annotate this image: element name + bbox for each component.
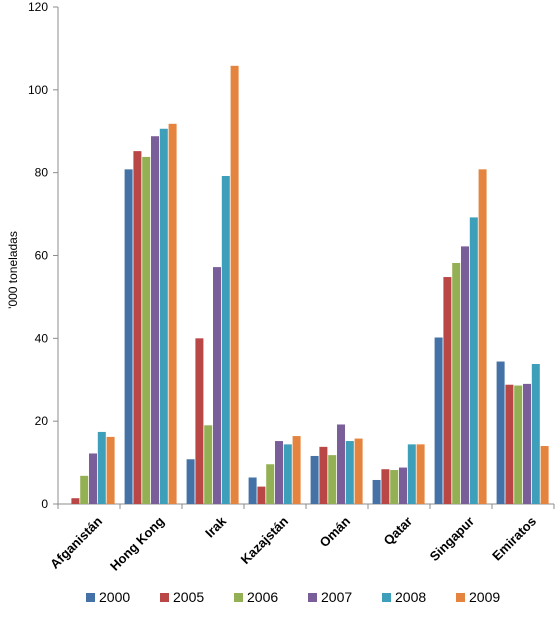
bar xyxy=(142,156,151,504)
legend-swatch xyxy=(234,593,243,602)
bar xyxy=(345,441,354,504)
bar xyxy=(381,469,390,504)
legend-label: 2005 xyxy=(173,589,204,605)
bar xyxy=(416,444,425,504)
bar xyxy=(328,455,337,504)
bar xyxy=(71,498,80,504)
bar xyxy=(310,455,319,504)
x-category-label: Qatar xyxy=(380,514,415,549)
x-category-label: Emiratos xyxy=(489,514,539,564)
bar xyxy=(523,383,531,504)
bar xyxy=(159,128,168,504)
bar xyxy=(390,470,399,504)
bar xyxy=(213,267,221,504)
bar xyxy=(407,444,416,504)
bar xyxy=(186,459,195,504)
bar xyxy=(204,425,213,504)
y-tick-label: 80 xyxy=(35,166,49,180)
y-tick-label: 60 xyxy=(35,249,49,263)
bar xyxy=(275,441,283,504)
chart-bars xyxy=(71,65,549,505)
bar xyxy=(106,436,115,504)
bar xyxy=(195,338,204,504)
bar xyxy=(399,467,407,504)
bar xyxy=(230,65,239,504)
bar xyxy=(283,444,292,504)
y-tick-label: 20 xyxy=(35,414,49,428)
y-tick-label: 40 xyxy=(35,331,49,345)
y-axis-label: '000 toneladas xyxy=(6,231,20,309)
legend-label: 2008 xyxy=(395,589,426,605)
y-axis-ticks: 0 20 40 60 80 100 120 xyxy=(28,0,58,511)
bar xyxy=(496,361,505,504)
bar xyxy=(151,136,159,504)
legend-label: 2009 xyxy=(469,589,500,605)
bar xyxy=(248,477,257,504)
x-category-label: Omán xyxy=(316,513,353,550)
bar xyxy=(469,217,478,504)
bar xyxy=(478,169,487,504)
x-category-label: Irak xyxy=(202,513,230,541)
bar xyxy=(97,431,106,504)
bar xyxy=(514,385,523,504)
bar xyxy=(434,337,443,504)
y-tick-label: 0 xyxy=(41,497,48,511)
y-tick-label: 120 xyxy=(28,0,48,14)
y-tick-label: 100 xyxy=(28,83,48,97)
bar xyxy=(80,475,89,504)
bar xyxy=(266,464,275,504)
legend-label: 2007 xyxy=(321,589,352,605)
bar xyxy=(337,424,345,504)
legend-swatch xyxy=(86,593,95,602)
legend-label: 2006 xyxy=(247,589,278,605)
bar xyxy=(221,175,230,505)
x-category-label: Kazajstán xyxy=(238,513,292,567)
bar xyxy=(89,453,97,504)
bar xyxy=(124,169,133,504)
bar xyxy=(168,123,177,505)
bar xyxy=(452,262,461,504)
bar xyxy=(443,277,452,504)
x-axis-categories: Afganistán Hong Kong Irak Kazajstán Omán Qata… xyxy=(47,504,555,574)
legend-swatch xyxy=(456,593,465,602)
bar xyxy=(257,486,266,504)
bar xyxy=(505,384,514,504)
bar xyxy=(319,446,328,504)
bar xyxy=(354,438,363,504)
legend-swatch xyxy=(308,593,317,602)
bar xyxy=(292,436,301,504)
bar xyxy=(461,246,469,504)
x-category-label: Singapur xyxy=(427,514,477,564)
legend-swatch xyxy=(382,593,391,602)
bar xyxy=(372,479,381,504)
bar xyxy=(133,151,142,504)
legend-swatch xyxy=(160,593,169,602)
bar xyxy=(540,446,549,504)
x-category-label: Hong Kong xyxy=(107,513,167,573)
x-category-label: Afganistán xyxy=(47,513,105,571)
bar xyxy=(531,364,540,504)
legend-label: 2000 xyxy=(99,589,130,605)
legend: 2000 2005 2006 2007 2008 2009 xyxy=(86,589,500,605)
